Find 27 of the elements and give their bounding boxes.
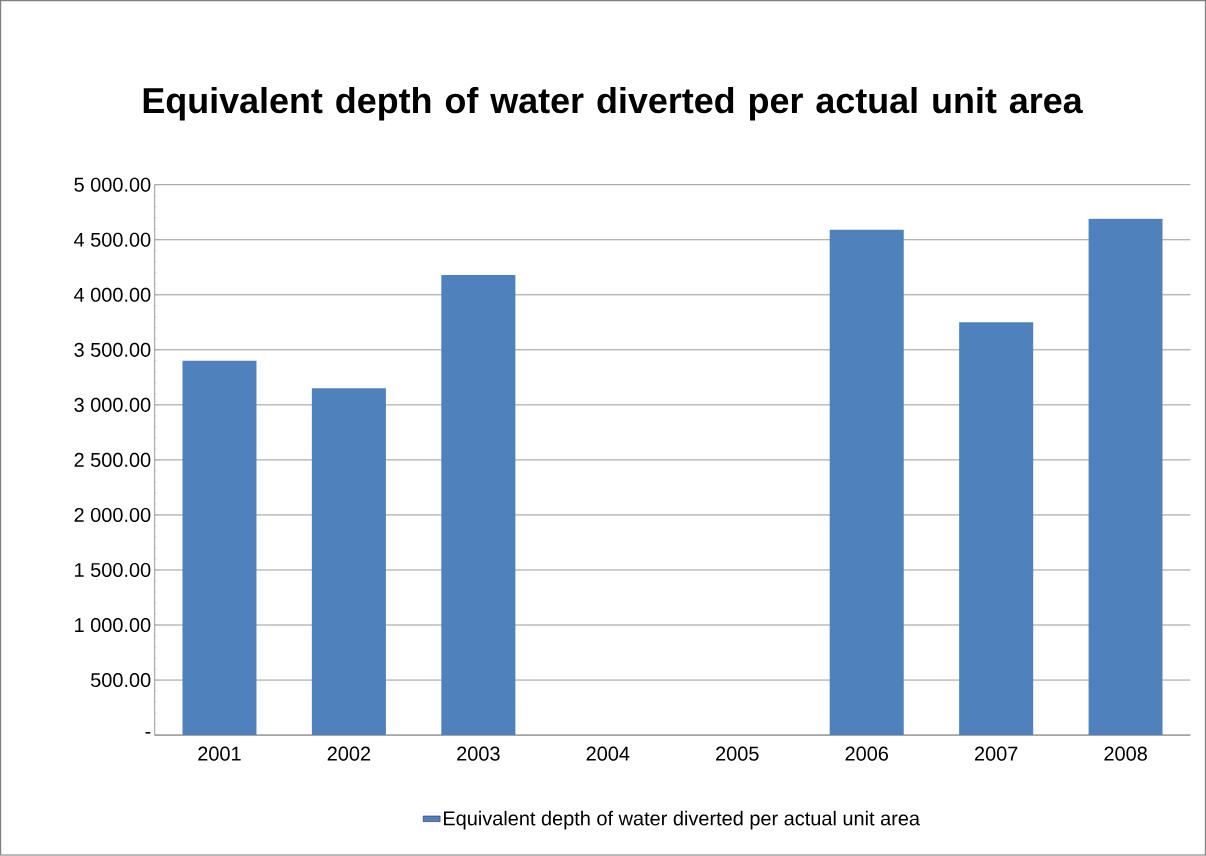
x-tick-label: 2008	[1104, 746, 1147, 761]
bar	[311, 388, 386, 736]
x-tick-label: 2003	[457, 746, 500, 761]
x-tick-label: 2005	[716, 746, 759, 761]
x-tick-label: 2007	[974, 746, 1018, 761]
bar	[1088, 218, 1163, 736]
chart-title: Equivalent depth of water diverted per actual unit area	[143, 87, 1083, 121]
x-tick-label: 2002	[327, 746, 371, 761]
bar	[959, 322, 1034, 736]
y-tick-label: 2 000.00	[74, 507, 151, 523]
bar	[829, 229, 904, 736]
y-tick-label: 3 500.00	[74, 342, 151, 357]
y-tick-label: 500.00	[91, 673, 151, 688]
bar	[182, 360, 257, 736]
y-tick-label: -	[145, 732, 151, 734]
x-tick-label: 2006	[845, 746, 888, 761]
y-tick-label: 5 000.00	[74, 177, 151, 192]
x-tick-label: 2001	[198, 746, 241, 761]
y-tick-label: 3 000.00	[74, 397, 151, 413]
legend-label: Equivalent depth of water diverted per actual unit area	[444, 810, 921, 830]
bar	[441, 275, 516, 736]
y-tick-label: 1 500.00	[75, 563, 151, 578]
x-tick-label: 2004	[586, 746, 630, 761]
y-tick-label: 4 000.00	[74, 287, 151, 302]
y-tick-label: 2 500.00	[74, 452, 151, 468]
y-tick-label: 4 500.00	[74, 232, 151, 247]
y-tick-label: 1 000.00	[75, 618, 151, 633]
